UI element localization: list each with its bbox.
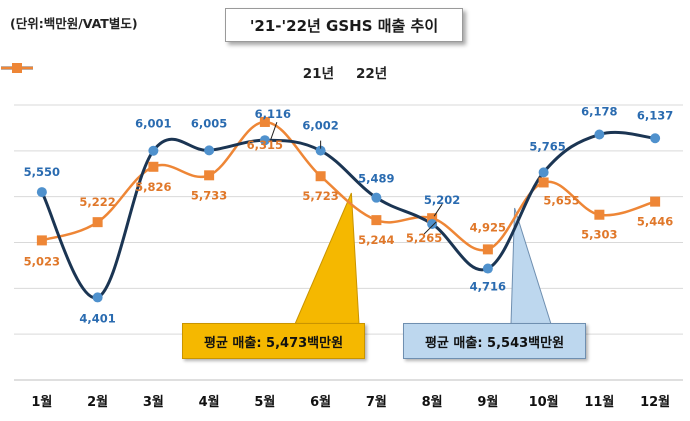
data-label-21: 4,401 bbox=[79, 311, 115, 325]
x-tick-label: 6월 bbox=[310, 394, 331, 410]
point-21 bbox=[36, 187, 47, 198]
x-tick-label: 8월 bbox=[422, 394, 443, 410]
x-tick-label: 5월 bbox=[254, 394, 275, 410]
data-label-21: 5,550 bbox=[24, 165, 60, 179]
data-label-22: 5,222 bbox=[79, 195, 115, 209]
x-tick-label: 3월 bbox=[143, 394, 164, 410]
average-callout-21: 평균 매출: 5,473백만원 bbox=[182, 323, 365, 359]
point-21 bbox=[92, 292, 103, 303]
point-21 bbox=[315, 145, 326, 156]
data-label-22: 5,265 bbox=[406, 231, 442, 245]
legend: 21년 22년 bbox=[0, 62, 690, 82]
data-label-22: 5,733 bbox=[191, 188, 227, 202]
data-label-22: 5,244 bbox=[358, 233, 394, 247]
data-label-21: 6,001 bbox=[135, 117, 171, 131]
point-22 bbox=[259, 116, 270, 127]
point-22 bbox=[92, 217, 103, 228]
data-label-21: 6,137 bbox=[637, 108, 673, 122]
chart-title: '21-'22년 GSHS 매출 추이 bbox=[225, 8, 463, 42]
legend-marker-22 bbox=[1, 63, 33, 73]
data-label-21: 6,005 bbox=[191, 116, 227, 130]
data-label-22: 4,925 bbox=[470, 220, 506, 234]
data-label-21: 6,178 bbox=[581, 105, 617, 119]
point-22 bbox=[482, 244, 493, 255]
x-tick-label: 11월 bbox=[584, 394, 614, 410]
data-label-22: 5,826 bbox=[135, 180, 171, 194]
data-label-21: 5,489 bbox=[358, 172, 394, 186]
callout-pointer-21 bbox=[294, 192, 360, 325]
point-22 bbox=[204, 170, 215, 181]
data-label-22: 5,655 bbox=[543, 193, 579, 207]
data-label-21: 6,116 bbox=[255, 107, 291, 121]
data-label-21: 5,202 bbox=[424, 193, 460, 207]
legend-item-21: 21년 bbox=[1, 62, 334, 82]
leader-line bbox=[423, 221, 437, 235]
data-label-22: 6,315 bbox=[247, 138, 283, 152]
leader-line bbox=[433, 203, 443, 217]
point-21 bbox=[148, 145, 159, 156]
data-label-21: 6,002 bbox=[302, 119, 338, 133]
point-21 bbox=[538, 167, 549, 178]
average-callout-22: 평균 매출: 5,543백만원 bbox=[403, 323, 586, 359]
point-22 bbox=[371, 215, 382, 226]
point-21 bbox=[427, 218, 438, 229]
point-22 bbox=[148, 161, 159, 172]
legend-item-22: 22년 bbox=[1, 62, 388, 82]
point-21 bbox=[650, 133, 661, 144]
point-22 bbox=[427, 213, 438, 224]
x-tick-label: 7월 bbox=[366, 394, 387, 410]
point-21 bbox=[482, 263, 493, 274]
point-21 bbox=[204, 145, 215, 156]
point-22 bbox=[650, 196, 661, 207]
data-label-21: 4,716 bbox=[470, 280, 506, 294]
point-22 bbox=[36, 235, 47, 246]
legend-label-21: 21년 bbox=[302, 66, 334, 82]
leader-line bbox=[270, 122, 278, 140]
point-22 bbox=[315, 171, 326, 182]
legend-label-22: 22년 bbox=[356, 66, 388, 82]
x-tick-label: 9월 bbox=[477, 394, 498, 410]
data-label-22: 5,723 bbox=[302, 189, 338, 203]
unit-note: (단위:백만원/VAT별도) bbox=[10, 16, 138, 31]
x-tick-label: 4월 bbox=[199, 394, 220, 410]
data-label-22: 5,303 bbox=[581, 228, 617, 242]
data-label-22: 5,446 bbox=[637, 215, 673, 229]
point-21 bbox=[259, 135, 270, 146]
point-22 bbox=[594, 209, 605, 220]
point-21 bbox=[371, 192, 382, 203]
point-22 bbox=[538, 177, 549, 188]
x-tick-label: 1월 bbox=[31, 394, 52, 410]
data-label-22: 5,023 bbox=[24, 254, 60, 268]
x-tick-label: 12월 bbox=[640, 394, 670, 410]
x-tick-label: 10월 bbox=[529, 394, 559, 410]
x-tick-label: 2월 bbox=[87, 394, 108, 410]
data-label-21: 5,765 bbox=[529, 139, 565, 153]
point-21 bbox=[594, 129, 605, 140]
